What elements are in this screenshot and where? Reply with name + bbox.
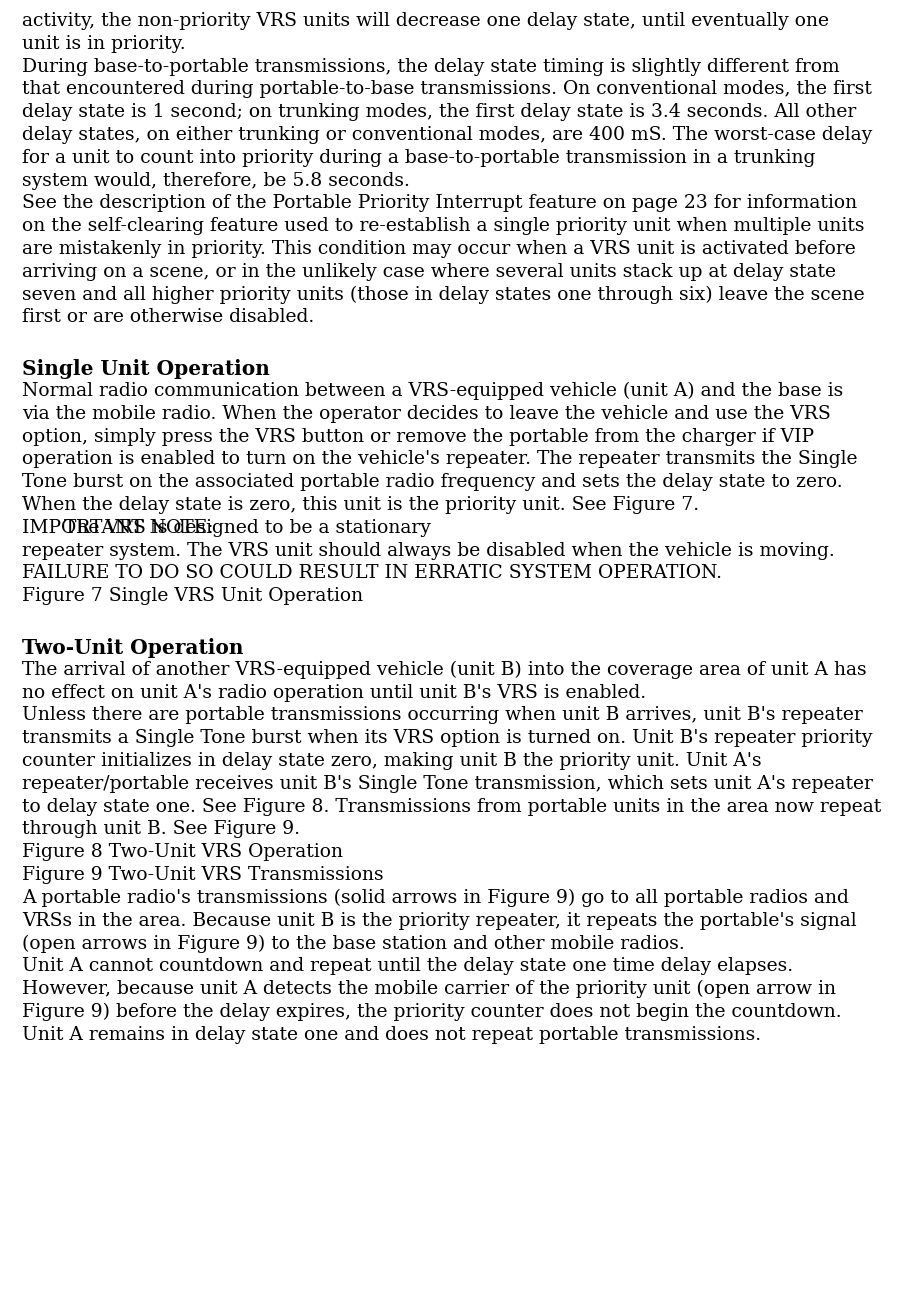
Text: on the self-clearing feature used to re-establish a single priority unit when mu: on the self-clearing feature used to re-… <box>22 217 865 235</box>
Text: Unit A remains in delay state one and does not repeat portable transmissions.: Unit A remains in delay state one and do… <box>22 1025 762 1043</box>
Text: are mistakenly in priority. This condition may occur when a VRS unit is activate: are mistakenly in priority. This conditi… <box>22 240 856 259</box>
Text: IMPORTANT NOTE:: IMPORTANT NOTE: <box>22 518 213 537</box>
Text: to delay state one. See Figure 8. Transmissions from portable units in the area : to delay state one. See Figure 8. Transm… <box>22 798 881 816</box>
Text: When the delay state is zero, this unit is the priority unit. See Figure 7.: When the delay state is zero, this unit … <box>22 497 699 515</box>
Text: A portable radio's transmissions (solid arrows in Figure 9) go to all portable r: A portable radio's transmissions (solid … <box>22 888 849 908</box>
Text: Unless there are portable transmissions occurring when unit B arrives, unit B's : Unless there are portable transmissions … <box>22 706 863 724</box>
Text: Figure 8 Two-Unit VRS Operation: Figure 8 Two-Unit VRS Operation <box>22 843 343 861</box>
Text: for a unit to count into priority during a base-to-portable transmission in a tr: for a unit to count into priority during… <box>22 149 815 167</box>
Text: option, simply press the VRS button or remove the portable from the charger if V: option, simply press the VRS button or r… <box>22 428 814 446</box>
Text: The arrival of another VRS-equipped vehicle (unit B) into the coverage area of u: The arrival of another VRS-equipped vehi… <box>22 661 867 679</box>
Text: seven and all higher priority units (those in delay states one through six) leav: seven and all higher priority units (tho… <box>22 286 865 304</box>
Text: counter initializes in delay state zero, making unit B the priority unit. Unit A: counter initializes in delay state zero,… <box>22 753 762 771</box>
Text: VRSs in the area. Because unit B is the priority repeater, it repeats the portab: VRSs in the area. Because unit B is the … <box>22 912 857 930</box>
Text: Figure 9) before the delay expires, the priority counter does not begin the coun: Figure 9) before the delay expires, the … <box>22 1003 841 1021</box>
Text: repeater system. The VRS unit should always be disabled when the vehicle is movi: repeater system. The VRS unit should alw… <box>22 542 835 560</box>
Text: Tone burst on the associated portable radio frequency and sets the delay state t: Tone burst on the associated portable ra… <box>22 473 842 491</box>
Text: unit is in priority.: unit is in priority. <box>22 35 186 53</box>
Text: no effect on unit A's radio operation until unit B's VRS is enabled.: no effect on unit A's radio operation un… <box>22 684 646 702</box>
Text: through unit B. See Figure 9.: through unit B. See Figure 9. <box>22 820 300 838</box>
Text: Unit A cannot countdown and repeat until the delay state one time delay elapses.: Unit A cannot countdown and repeat until… <box>22 957 793 975</box>
Text: FAILURE TO DO SO COULD RESULT IN ERRATIC SYSTEM OPERATION.: FAILURE TO DO SO COULD RESULT IN ERRATIC… <box>22 565 722 582</box>
Text: arriving on a scene, or in the unlikely case where several units stack up at del: arriving on a scene, or in the unlikely … <box>22 262 836 281</box>
Text: However, because unit A detects the mobile carrier of the priority unit (open ar: However, because unit A detects the mobi… <box>22 980 836 998</box>
Text: Figure 9 Two-Unit VRS Transmissions: Figure 9 Two-Unit VRS Transmissions <box>22 866 384 884</box>
Text: During base-to-portable transmissions, the delay state timing is slightly differ: During base-to-portable transmissions, t… <box>22 58 840 75</box>
Text: Single Unit Operation: Single Unit Operation <box>22 359 270 379</box>
Text: via the mobile radio. When the operator decides to leave the vehicle and use the: via the mobile radio. When the operator … <box>22 405 831 423</box>
Text: See the description of the Portable Priority Interrupt feature on page 23 for in: See the description of the Portable Prio… <box>22 194 858 212</box>
Text: that encountered during portable-to-base transmissions. On conventional modes, t: that encountered during portable-to-base… <box>22 80 872 98</box>
Text: transmits a Single Tone burst when its VRS option is turned on. Unit B's repeate: transmits a Single Tone burst when its V… <box>22 729 873 747</box>
Text: Figure 7 Single VRS Unit Operation: Figure 7 Single VRS Unit Operation <box>22 587 363 605</box>
Text: first or are otherwise disabled.: first or are otherwise disabled. <box>22 309 314 326</box>
Text: operation is enabled to turn on the vehicle's repeater. The repeater transmits t: operation is enabled to turn on the vehi… <box>22 450 858 468</box>
Text: system would, therefore, be 5.8 seconds.: system would, therefore, be 5.8 seconds. <box>22 172 410 190</box>
Text: delay state is 1 second; on trunking modes, the first delay state is 3.4 seconds: delay state is 1 second; on trunking mod… <box>22 103 857 122</box>
Text: The VRS is designed to be a stationary: The VRS is designed to be a stationary <box>64 518 431 537</box>
Text: Normal radio communication between a VRS-equipped vehicle (unit A) and the base : Normal radio communication between a VRS… <box>22 381 843 401</box>
Text: Two-Unit Operation: Two-Unit Operation <box>22 637 243 658</box>
Text: repeater/portable receives unit B's Single Tone transmission, which sets unit A': repeater/portable receives unit B's Sing… <box>22 775 873 793</box>
Text: activity, the non-priority VRS units will decrease one delay state, until eventu: activity, the non-priority VRS units wil… <box>22 12 829 30</box>
Text: delay states, on either trunking or conventional modes, are 400 mS. The worst-ca: delay states, on either trunking or conv… <box>22 125 872 144</box>
Text: (open arrows in Figure 9) to the base station and other mobile radios.: (open arrows in Figure 9) to the base st… <box>22 935 684 953</box>
